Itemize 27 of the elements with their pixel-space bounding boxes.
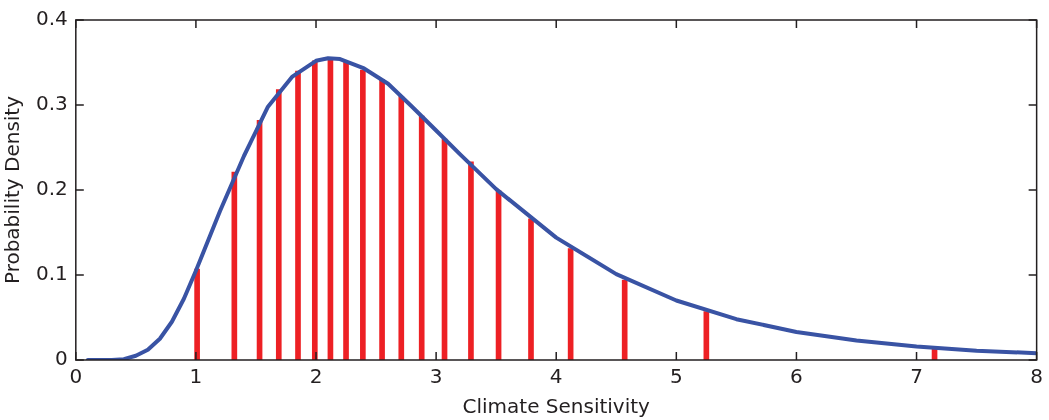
- bar: [418, 115, 425, 360]
- bar: [343, 61, 349, 360]
- y-axis-title: Probability Density: [0, 95, 25, 285]
- bar: [360, 69, 366, 360]
- y-tick-label: 0.2: [35, 176, 68, 201]
- bar: [379, 79, 385, 360]
- bar: [194, 268, 200, 360]
- x-axis-title: Climate Sensitivity: [462, 394, 651, 419]
- bar: [528, 218, 534, 360]
- bar: [621, 279, 628, 360]
- bar: [295, 70, 301, 360]
- y-tick-label: 0.1: [35, 261, 68, 286]
- y-tick-label: 0.3: [35, 91, 68, 116]
- x-tick-label: 6: [790, 364, 803, 389]
- x-tick-label: 2: [309, 364, 323, 389]
- bar: [468, 161, 474, 360]
- y-tick-label: 0: [55, 346, 68, 371]
- x-tick-label: 1: [189, 364, 203, 389]
- x-tick-label: 5: [669, 364, 683, 389]
- x-tick-label: 4: [549, 364, 563, 389]
- bar: [311, 60, 318, 360]
- y-tick-label: 0.4: [35, 6, 68, 31]
- bar: [398, 96, 405, 360]
- bar: [275, 89, 282, 360]
- x-tick-label: 8: [1030, 364, 1043, 389]
- x-tick-label: 7: [910, 364, 923, 389]
- x-tick-label: 3: [429, 364, 443, 389]
